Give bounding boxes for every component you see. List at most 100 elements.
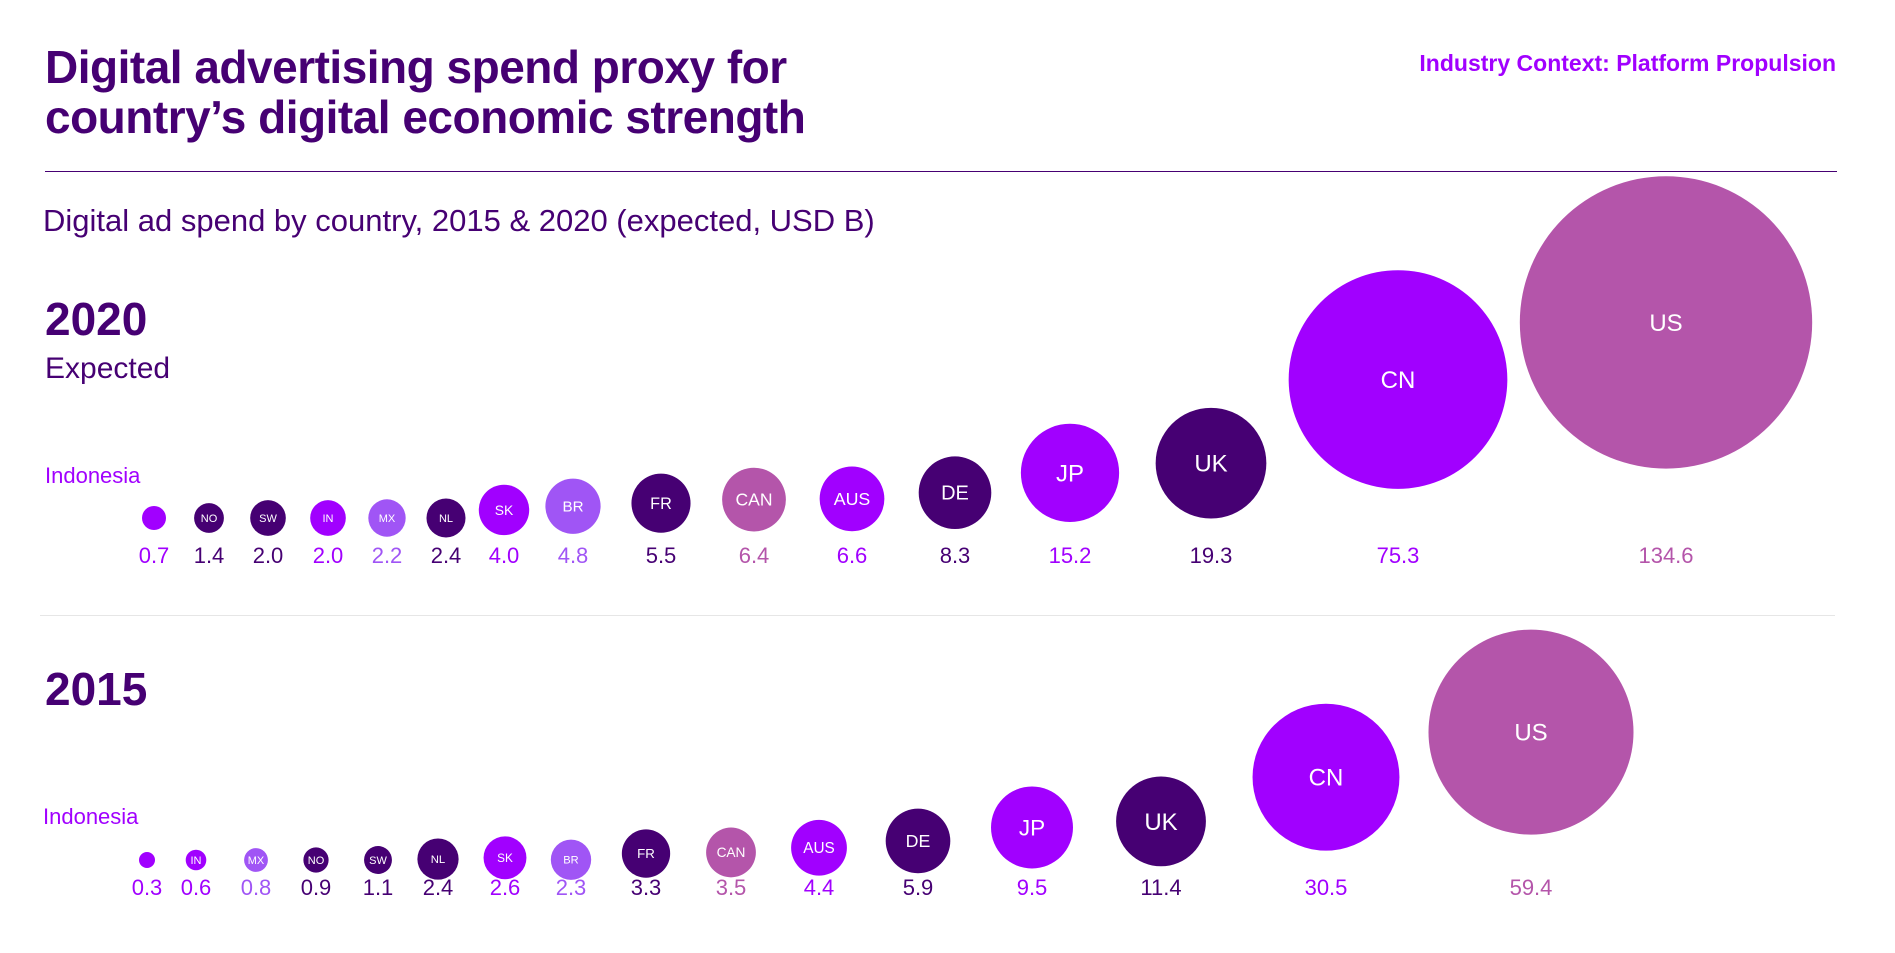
bubble-aus-2020 (819, 466, 885, 532)
value-label-mx-2020: 2.2 (372, 543, 403, 568)
bubble-label-sw-2020: SW (259, 513, 277, 525)
first-country-label-2015: Indonesia (43, 804, 139, 829)
value-label-uk-2015: 11.4 (1140, 875, 1181, 900)
title-line-1: Digital advertising spend proxy for (45, 41, 787, 93)
value-label-aus-2020: 6.6 (837, 543, 868, 568)
section-divider (40, 615, 1835, 616)
value-label-cn-2020: 75.3 (1377, 543, 1420, 568)
bubble-nl-2015 (417, 838, 459, 880)
bubble-label-aus-2015: AUS (803, 840, 835, 857)
bubble-label-br-2020: BR (562, 499, 583, 516)
bubble-sk-2020 (478, 484, 530, 536)
bubble-jp-2020 (1020, 423, 1120, 522)
value-label-indonesia-2015: 0.3 (132, 875, 163, 900)
bubble-label-uk-2020: UK (1194, 451, 1227, 478)
value-label-jp-2015: 9.5 (1017, 875, 1048, 900)
bubble-can-2015 (706, 827, 756, 878)
year-2015-title: 2015 (45, 663, 148, 715)
bubble-uk-2020 (1155, 407, 1267, 519)
bubble-label-de-2020: DE (941, 483, 969, 505)
bubble-label-br-2015: BR (563, 855, 578, 867)
bubble-can-2020 (722, 467, 786, 532)
title-line-2: country’s digital economic strength (45, 91, 806, 143)
bubble-mx-2020 (368, 499, 406, 537)
value-label-aus-2015: 4.4 (804, 875, 835, 900)
bubble-label-us-2015: US (1514, 720, 1547, 747)
bubble-label-mx-2020: MX (379, 513, 396, 525)
bubble-indonesia-2015 (139, 852, 155, 868)
value-label-fr-2015: 3.3 (631, 875, 662, 900)
header-divider (45, 171, 1837, 172)
value-label-cn-2015: 30.5 (1305, 875, 1348, 900)
bubble-label-uk-2015: UK (1144, 809, 1177, 836)
value-label-sk-2015: 2.6 (490, 875, 521, 900)
bubble-label-aus-2020: AUS (834, 489, 871, 509)
bubble-label-can-2015: CAN (717, 845, 746, 860)
bubble-label-de-2015: DE (906, 831, 931, 851)
bubble-label-in-2015: IN (191, 855, 202, 867)
bubble-label-sk-2015: SK (497, 852, 513, 865)
bubble-label-fr-2020: FR (650, 495, 672, 513)
bubble-sk-2015 (483, 836, 527, 880)
bubble-br-2020 (545, 478, 601, 534)
value-label-indonesia-2020: 0.7 (139, 543, 170, 568)
bubble-label-us-2020: US (1649, 310, 1682, 337)
bubble-label-sk-2020: SK (495, 502, 514, 518)
value-label-can-2020: 6.4 (739, 543, 770, 568)
bubble-label-can-2020: CAN (736, 490, 773, 510)
bubble-jp-2015 (991, 786, 1073, 869)
bubble-no-2015 (303, 847, 329, 873)
bubble-mx-2015 (244, 848, 268, 872)
bubble-us-2015 (1428, 629, 1634, 835)
bubble-label-jp-2020: JP (1056, 460, 1084, 487)
value-label-sk-2020: 4.0 (489, 543, 520, 568)
value-label-mx-2015: 0.8 (241, 875, 272, 900)
value-label-in-2020: 2.0 (313, 543, 344, 568)
value-label-jp-2020: 15.2 (1049, 543, 1092, 568)
value-label-sw-2015: 1.1 (363, 875, 394, 900)
bubble-de-2015 (885, 808, 951, 874)
bubble-fr-2015 (621, 829, 671, 878)
value-label-can-2015: 3.5 (716, 875, 747, 900)
page-title: Digital advertising spend proxy for coun… (45, 41, 806, 143)
bubble-label-cn-2015: CN (1309, 765, 1344, 792)
first-country-label-2020: Indonesia (45, 463, 141, 488)
bubble-label-nl-2020: NL (439, 513, 453, 525)
value-label-de-2020: 8.3 (940, 543, 971, 568)
bubble-de-2020 (918, 456, 992, 530)
value-label-no-2015: 0.9 (301, 875, 332, 900)
bubble-label-jp-2015: JP (1019, 815, 1045, 840)
value-label-uk-2020: 19.3 (1190, 543, 1233, 568)
bubble-row-2015: Indonesia 0.3 IN 0.6 MX 0.8 NO 0.9 SW 1.1 NL 2.4 SK 2… (43, 629, 1634, 900)
value-label-sw-2020: 2.0 (253, 543, 284, 568)
bubble-indonesia-2020 (142, 506, 166, 530)
bubble-us-2020 (1519, 176, 1813, 469)
value-label-in-2015: 0.6 (181, 875, 212, 900)
year-2020-title: 2020 (45, 293, 148, 345)
bubble-in-2020 (310, 500, 346, 536)
bubble-label-mx-2015: MX (248, 855, 265, 867)
bubble-label-nl-2015: NL (431, 854, 445, 866)
bubble-fr-2020 (631, 473, 691, 533)
bubble-nl-2020 (426, 498, 466, 538)
bubble-aus-2015 (791, 819, 847, 876)
bubble-label-fr-2015: FR (637, 846, 655, 861)
value-label-nl-2020: 2.4 (431, 543, 462, 568)
value-label-fr-2020: 5.5 (646, 543, 677, 568)
value-label-de-2015: 5.9 (903, 875, 934, 900)
value-label-br-2015: 2.3 (556, 875, 587, 900)
bubble-sw-2020 (250, 500, 286, 536)
chart-subtitle: Digital ad spend by country, 2015 & 2020… (43, 203, 875, 238)
bubble-cn-2015 (1252, 703, 1400, 851)
value-label-br-2020: 4.8 (558, 543, 589, 568)
bubble-label-sw-2015: SW (369, 855, 387, 867)
bubble-label-no-2020: NO (201, 513, 218, 525)
value-label-us-2020: 134.6 (1638, 543, 1693, 568)
bubble-in-2015 (185, 849, 207, 871)
bubble-label-no-2015: NO (308, 855, 325, 867)
bubble-label-in-2020: IN (323, 513, 334, 525)
value-label-no-2020: 1.4 (194, 543, 225, 568)
bubble-label-cn-2020: CN (1381, 367, 1416, 394)
value-label-nl-2015: 2.4 (423, 875, 454, 900)
